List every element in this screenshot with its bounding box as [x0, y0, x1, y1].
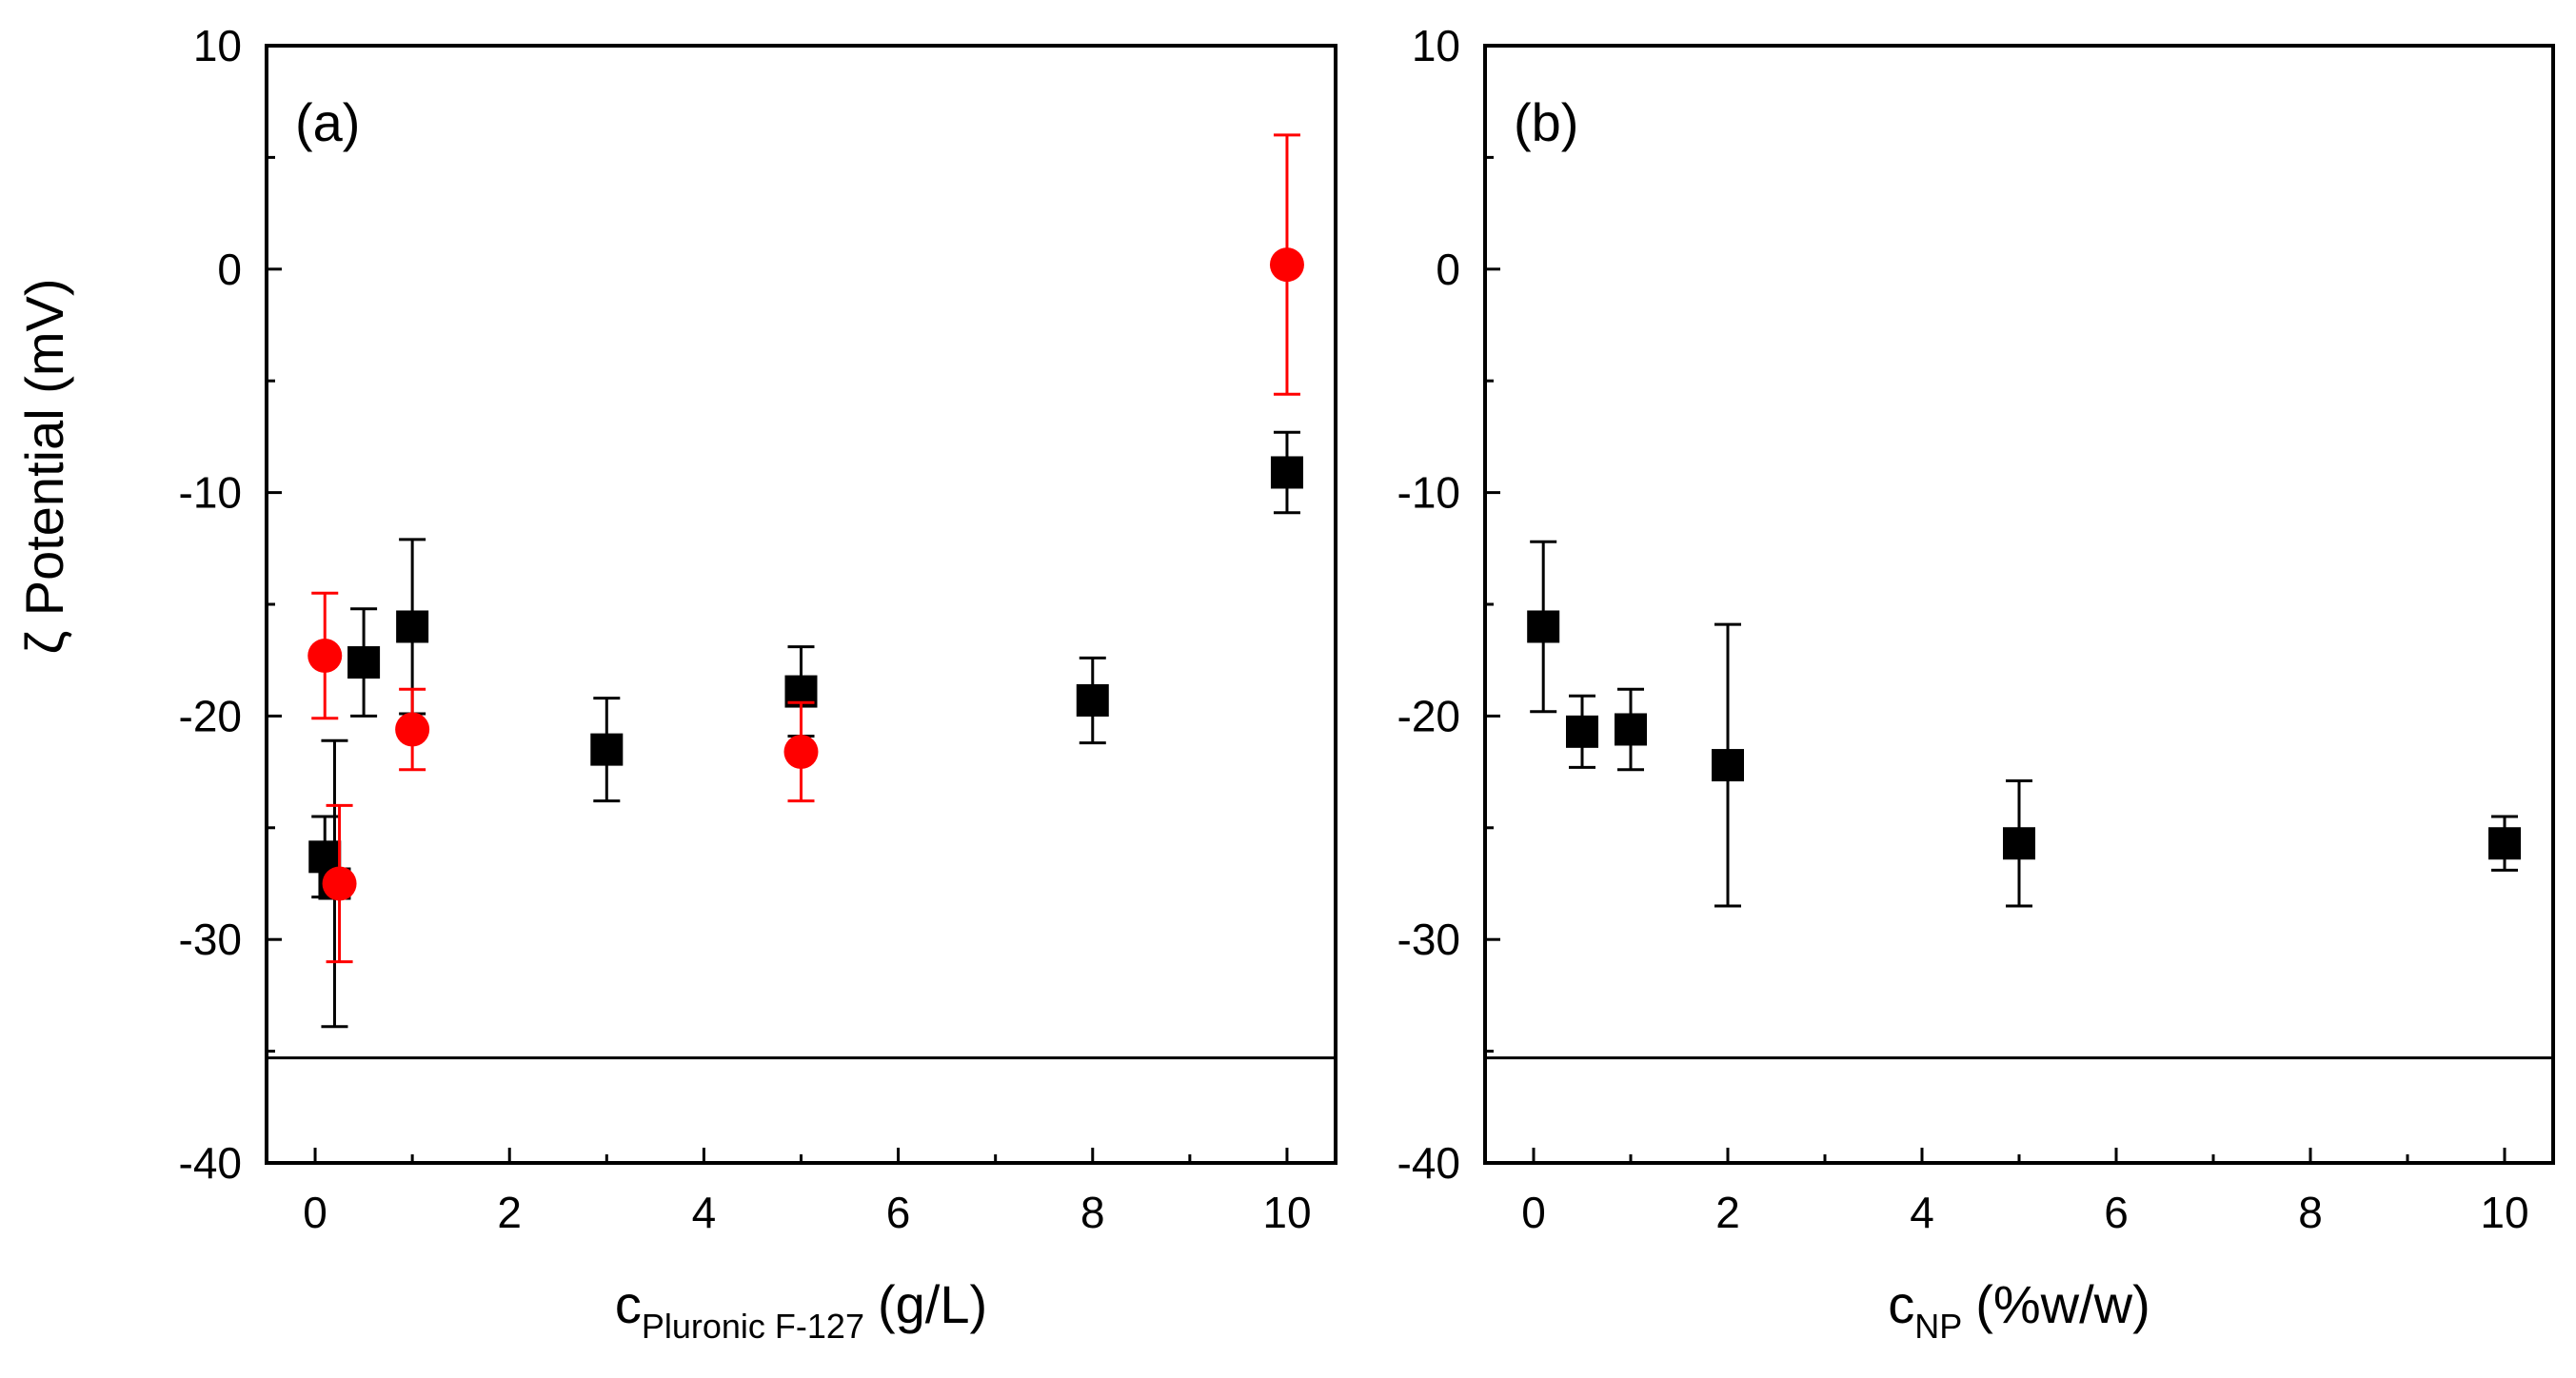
panel-b-label: (b)	[1514, 92, 1578, 152]
panel-b-x-ticks: 0 2 4 6 8 10	[1521, 1148, 2529, 1237]
x-tick-label: 4	[692, 1188, 717, 1237]
panel-a-x-axis-label: cPluronic F-127 (g/L)	[615, 1274, 987, 1346]
x-tick-label: 4	[1910, 1188, 1934, 1237]
y-tick-label: 10	[193, 21, 242, 70]
x-tick-label: 0	[303, 1188, 327, 1237]
data-point-circle	[1269, 247, 1304, 283]
data-point-circle	[322, 866, 357, 901]
panel-b-x-axis-label: cNP (%w/w)	[1888, 1274, 2150, 1346]
data-point-square	[1615, 713, 1647, 746]
y-tick-label: 0	[1436, 245, 1460, 294]
panel-a-x-label-unit: (g/L)	[878, 1274, 987, 1334]
y-tick-label: -20	[179, 691, 242, 740]
y-tick-label: -30	[179, 915, 242, 964]
x-tick-label: 8	[1080, 1188, 1105, 1237]
panel-b-y-ticks: 10 0 -10 -20 -30 -40	[1397, 21, 1500, 1188]
data-point-square	[396, 610, 429, 643]
data-point-square	[347, 646, 381, 679]
y-tick-label: -30	[1397, 915, 1460, 964]
data-point-square	[1076, 683, 1109, 717]
y-tick-label: -10	[1397, 468, 1460, 518]
panel-b: 10 0 -10 -20 -30 -40 0 2 4 6 8 10 (b) cNP (%w/w)	[1397, 21, 2555, 1346]
x-tick-label: 10	[2480, 1188, 2528, 1237]
x-tick-label: 2	[497, 1188, 522, 1237]
data-point-square	[2003, 827, 2035, 860]
data-point-square	[2488, 827, 2521, 860]
data-point-square	[590, 733, 624, 766]
y-tick-label: -40	[179, 1138, 242, 1188]
data-point-circle	[307, 639, 343, 674]
y-axis-label: ζ Potential (mV)	[14, 278, 74, 654]
x-tick-label: 10	[1262, 1188, 1311, 1237]
panel-b-x-label-main: c	[1888, 1274, 1914, 1334]
x-tick-label: 0	[1521, 1188, 1546, 1237]
panel-a-x-ticks: 0 2 4 6 8 10	[303, 1148, 1312, 1237]
panel-a-label: (a)	[295, 92, 360, 152]
panel-a-x-label-main: c	[615, 1274, 642, 1334]
panel-b-x-label-sub: NP	[1914, 1307, 1962, 1346]
panel-b-x-label-unit: (%w/w)	[1975, 1274, 2150, 1334]
y-tick-label: 0	[217, 245, 242, 294]
y-tick-label: -10	[179, 468, 242, 518]
panel-a-x-label-sub: Pluronic F-127	[642, 1307, 864, 1346]
y-tick-label: -20	[1397, 691, 1460, 740]
panel-a-points	[307, 133, 1304, 1029]
data-point-square	[1712, 749, 1744, 782]
y-tick-label: -40	[1397, 1138, 1460, 1188]
x-tick-label: 6	[886, 1188, 911, 1237]
panel-a-y-ticks: 10 0 -10 -20 -30 -40	[179, 21, 282, 1188]
data-point-square	[1527, 610, 1560, 643]
x-tick-label: 2	[1715, 1188, 1740, 1237]
y-tick-label: 10	[1412, 21, 1460, 70]
x-tick-label: 8	[2298, 1188, 2323, 1237]
panel-a: 10 0 -10 -20 -30 -40 0 2 4 6 8 10 (a) cPluronic F-…	[179, 21, 1338, 1346]
data-point-circle	[783, 734, 819, 769]
panel-a-frame	[265, 44, 1338, 1165]
panel-b-points	[1527, 540, 2521, 908]
data-point-square	[1270, 456, 1303, 489]
x-tick-label: 6	[2104, 1188, 2129, 1237]
data-point-circle	[395, 712, 430, 747]
data-point-square	[1566, 715, 1598, 748]
panel-b-frame	[1483, 44, 2555, 1165]
